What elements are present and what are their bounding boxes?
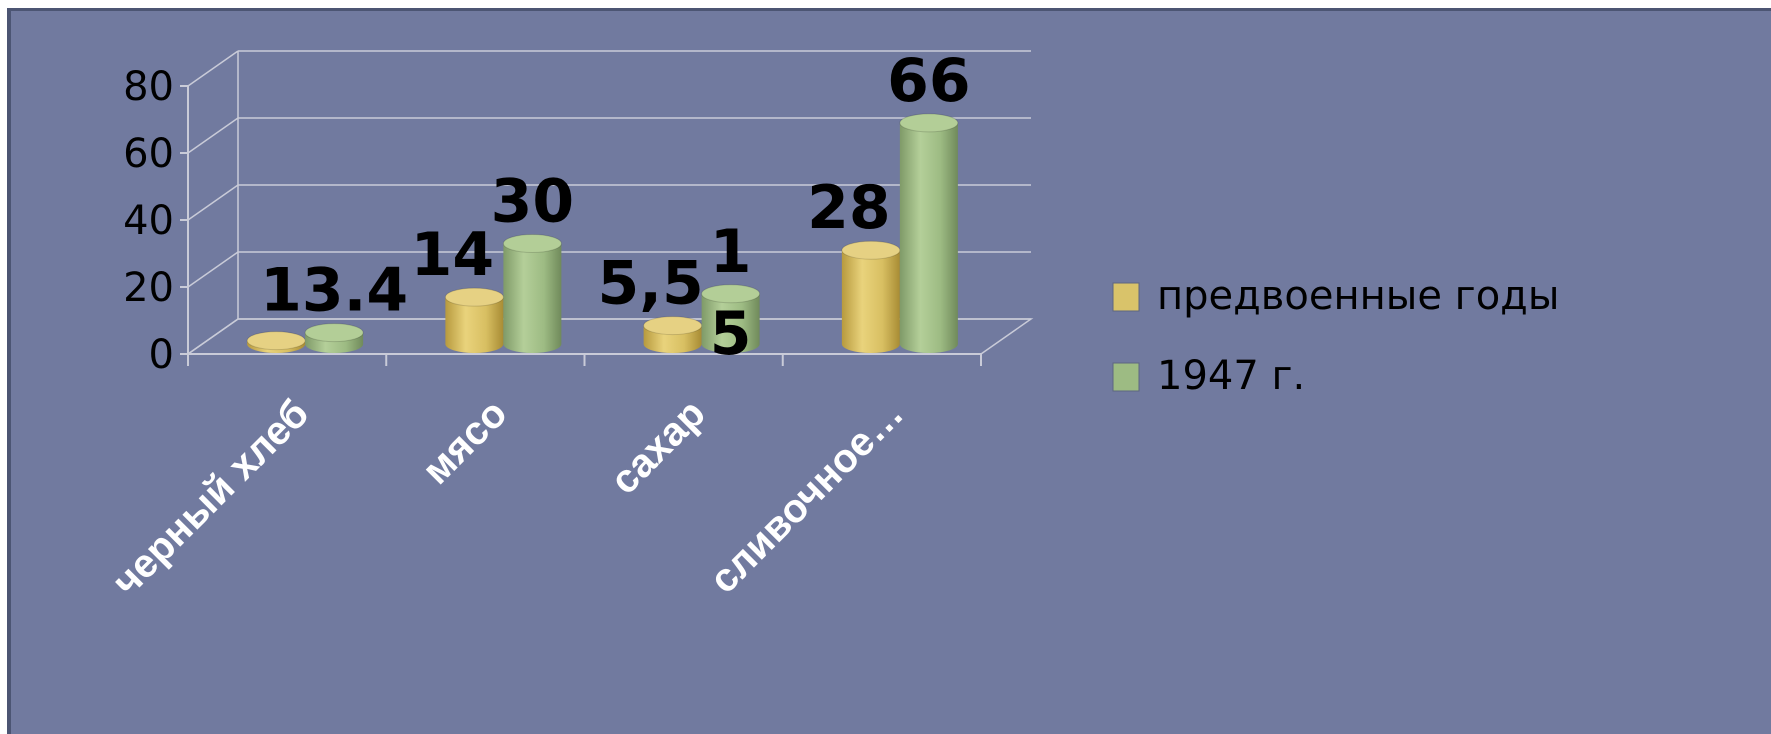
bar-top: [304, 323, 364, 343]
data-label: 30: [491, 167, 575, 237]
data-label: 66: [887, 46, 971, 116]
bar: [701, 284, 761, 353]
bar-top: [841, 240, 901, 260]
bar-body: [841, 250, 900, 353]
bar: [304, 323, 364, 353]
legend: предвоенные годы 1947 г.: [1112, 273, 1559, 399]
legend-item: предвоенные годы: [1112, 273, 1559, 319]
y-tick-label: 0: [149, 332, 174, 378]
bar-body: [899, 122, 958, 354]
category-label: черный хлеб: [104, 391, 317, 604]
bar: [643, 316, 703, 353]
bar-body: [503, 243, 562, 353]
data-label: 14: [411, 220, 495, 290]
category-label: сливочное…: [701, 391, 912, 602]
bar-top: [701, 284, 761, 304]
legend-swatch: [1112, 362, 1140, 392]
y-tick-label: 40: [123, 198, 174, 244]
legend-swatch: [1112, 282, 1140, 312]
y-tick-label: 20: [123, 265, 174, 311]
data-label: 13.4: [260, 256, 408, 326]
y-tick-label: 60: [123, 131, 174, 177]
bar: [899, 113, 959, 354]
legend-label: 1947 г.: [1157, 353, 1305, 399]
gridline-depth: [187, 251, 239, 288]
legend-label: предвоенные годы: [1157, 273, 1559, 319]
bar-body: [445, 297, 504, 353]
gridline-depth: [187, 50, 239, 87]
bar: [502, 234, 562, 353]
category-label: сахар: [602, 391, 714, 503]
bar-top: [246, 331, 306, 351]
plot-area: [246, 113, 959, 354]
chart-frame: 0 20 40 60 80 черный хлеб мясо сахар сливочное… …: [7, 8, 1771, 734]
gridline-depth: [187, 117, 239, 154]
legend-item: 1947 г.: [1112, 353, 1305, 399]
bar-top: [643, 316, 703, 336]
data-label: 28: [807, 173, 891, 243]
category-label: мясо: [414, 391, 516, 493]
bar: [444, 287, 504, 353]
data-labels: 14 5,5 28 13.4 30 1 5 66: [260, 46, 971, 369]
bar: [841, 240, 901, 353]
gridline-depth: [187, 184, 239, 221]
data-label: 5,5: [597, 249, 703, 319]
bar-body: [701, 293, 760, 353]
bar-top: [899, 113, 959, 133]
bar: [246, 331, 306, 353]
bar-top: [444, 287, 504, 307]
y-tick-label: 80: [123, 64, 174, 110]
bar-top: [502, 234, 562, 253]
